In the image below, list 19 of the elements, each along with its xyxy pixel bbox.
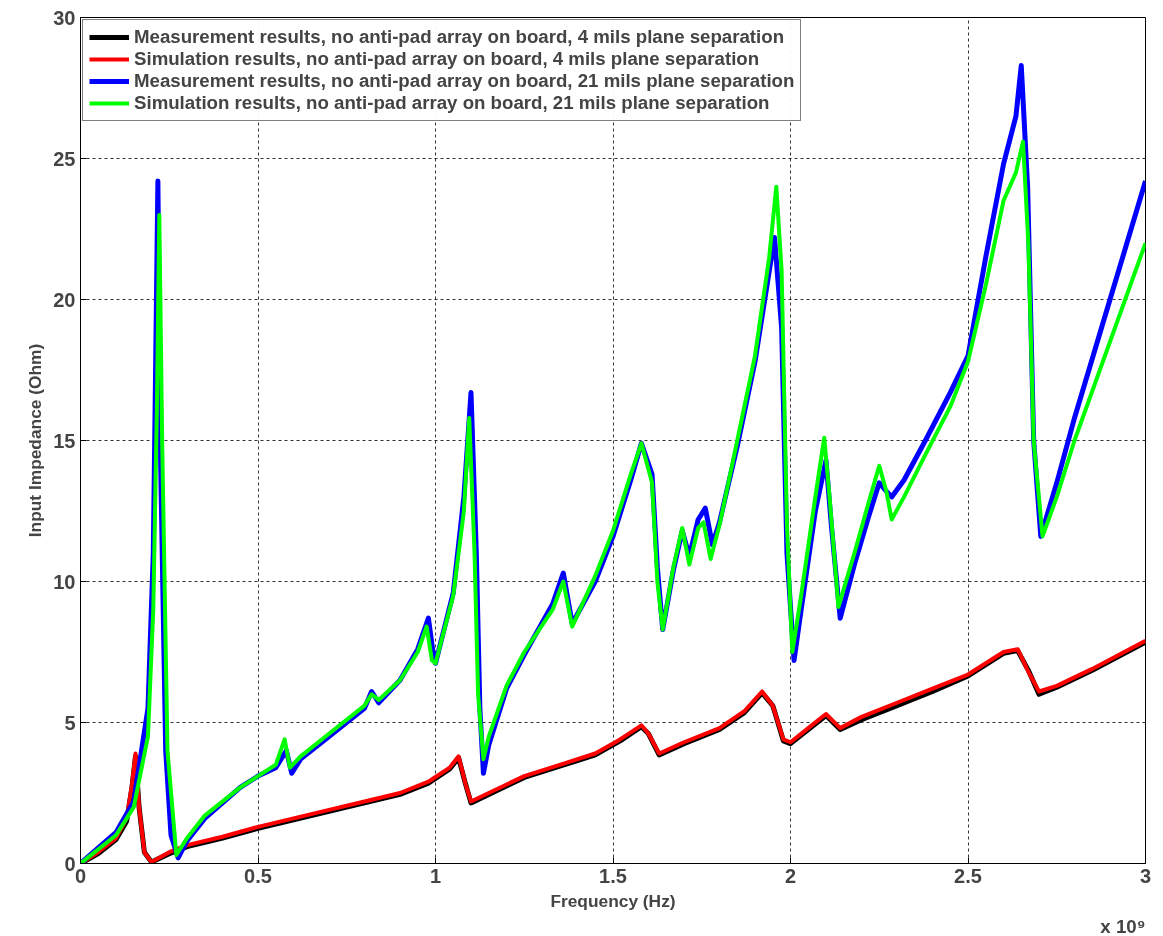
legend-label: Measurement results, no anti-pad array on board, 21 mils plane separation	[134, 70, 795, 92]
text: x 10⁹	[1100, 915, 1146, 936]
x-tick-label: 1.5	[599, 864, 627, 887]
y-tick-label: 20	[53, 288, 76, 311]
x-axis-title: Frequency (Hz)	[550, 890, 676, 911]
x-tick-label: 0.5	[244, 864, 272, 887]
y-tick-label: 5	[64, 711, 76, 734]
y-tick-label: 25	[53, 147, 76, 170]
y-axis-title: Input Impedance (Ohm)	[25, 343, 46, 538]
y-tick-label: 30	[53, 6, 76, 29]
y-tick-label: 15	[53, 429, 76, 452]
x-tick-label: 1	[429, 864, 442, 887]
x-tick-label: 3	[1139, 864, 1152, 887]
x-tick-label: 2.5	[954, 864, 982, 887]
legend-label: Simulation results, no anti-pad array on board, 21 mils plane separation	[134, 92, 770, 114]
y-tick-label: 10	[53, 570, 76, 593]
x-tick-label: 2	[784, 864, 797, 887]
legend-label: Measurement results, no anti-pad array on board, 4 mils plane separation	[134, 26, 785, 48]
legend-label: Simulation results, no anti-pad array on board, 4 mils plane separation	[134, 48, 760, 70]
